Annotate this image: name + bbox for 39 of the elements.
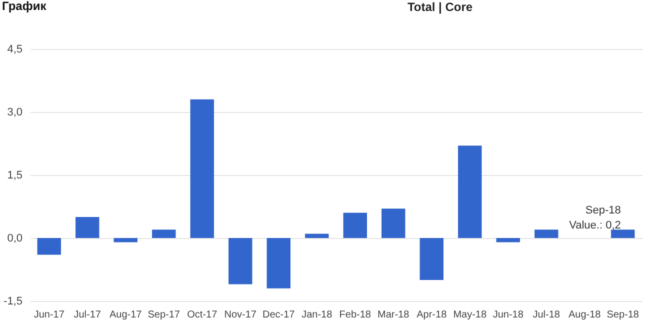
annotation: Sep-18 Value.: 0,2 bbox=[569, 204, 621, 232]
x-tick-label: Oct-17 bbox=[187, 310, 218, 320]
x-tick-label: Sep-18 bbox=[606, 310, 640, 320]
bar bbox=[76, 217, 100, 238]
chart-title: График bbox=[2, 0, 48, 13]
bar bbox=[343, 212, 367, 238]
bar bbox=[266, 238, 290, 288]
y-tick-label: -1,5 bbox=[4, 296, 22, 308]
x-tick-label: Aug-18 bbox=[568, 310, 602, 320]
y-tick-label: 1,5 bbox=[7, 170, 22, 182]
bar bbox=[228, 238, 252, 284]
bar bbox=[611, 230, 635, 238]
y-tick-label: 0,0 bbox=[7, 232, 22, 244]
x-tick-label: Nov-17 bbox=[224, 310, 257, 320]
x-tick-label: Apr-18 bbox=[416, 310, 448, 320]
x-tick-label: Jan-18 bbox=[302, 310, 333, 320]
x-tick-label: Jul-17 bbox=[74, 310, 102, 320]
x-tick-label: Jun-18 bbox=[492, 310, 524, 320]
bar bbox=[420, 238, 444, 280]
text: Total | Core bbox=[407, 0, 473, 14]
bar bbox=[114, 238, 138, 242]
bar bbox=[534, 230, 558, 238]
bar bbox=[382, 208, 406, 238]
x-tick-label: Jul-18 bbox=[532, 310, 560, 320]
x-tick-label: Aug-17 bbox=[110, 310, 142, 320]
x-tick-label: Dec-17 bbox=[262, 310, 296, 320]
y-tick-label: 4,5 bbox=[7, 44, 22, 56]
bar bbox=[37, 238, 61, 255]
bar bbox=[152, 230, 176, 238]
bar bbox=[496, 238, 520, 242]
x-tick-label: Sep-17 bbox=[148, 310, 180, 320]
y-tick-label: 3,0 bbox=[7, 106, 22, 118]
x-tick-label: Jun-17 bbox=[34, 310, 65, 320]
bar bbox=[458, 146, 482, 238]
x-tick-label: May-18 bbox=[453, 310, 487, 320]
bar bbox=[190, 99, 214, 238]
x-tick-label: Feb-18 bbox=[339, 310, 372, 320]
x-tick-label: Mar-18 bbox=[378, 310, 410, 320]
bar bbox=[305, 234, 329, 238]
